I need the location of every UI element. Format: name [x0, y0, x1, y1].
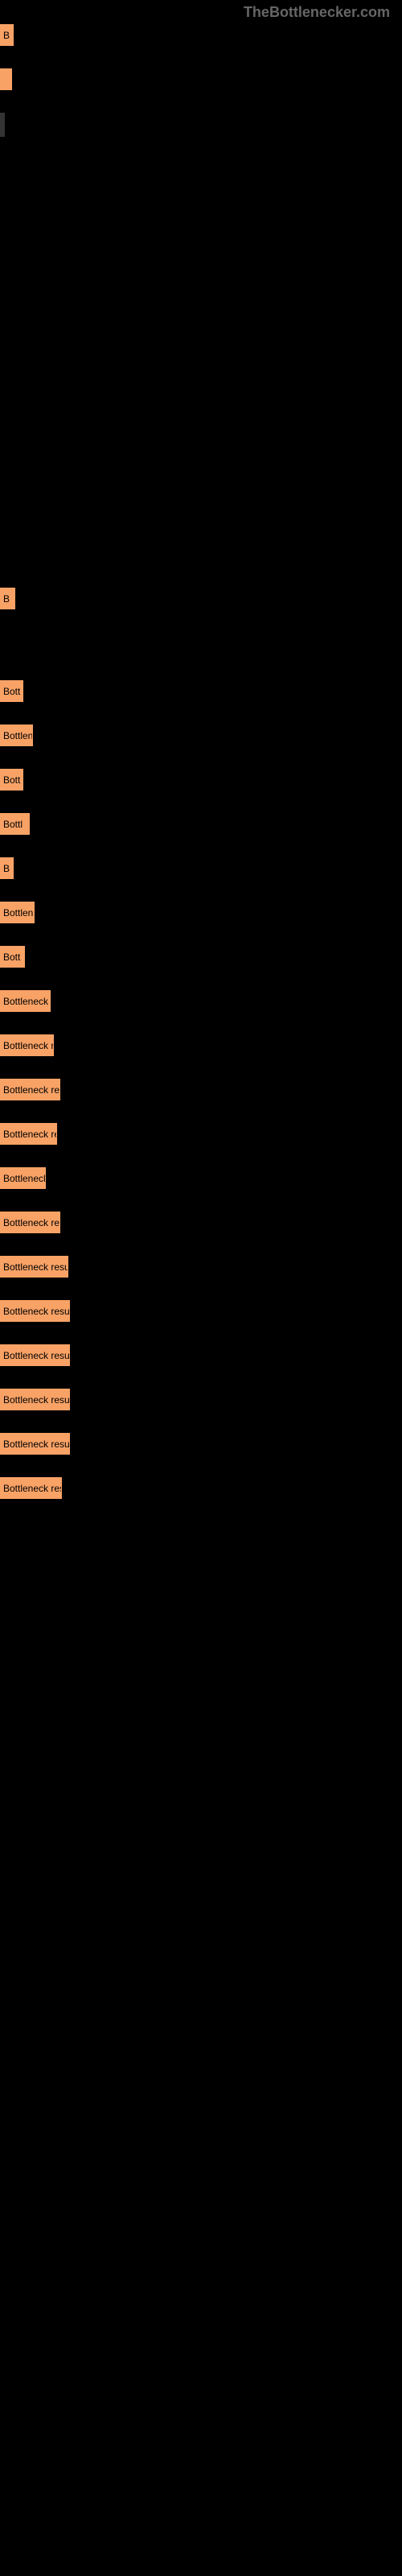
bar-1	[0, 68, 12, 90]
bar-row: Bott	[0, 769, 402, 789]
bar-row: Bottleneck result	[0, 1433, 402, 1453]
chart-content: B B Bott Bottlen Bott Bottl B Bottlen Bo…	[0, 0, 402, 1497]
bar-row: Bottleneck resu	[0, 1212, 402, 1232]
bar-row: Bottlen	[0, 902, 402, 922]
bar-3: B	[0, 588, 15, 609]
bar-4: Bott	[0, 680, 23, 702]
bar-row: Bottleneck	[0, 1167, 402, 1187]
separator	[0, 113, 5, 137]
bar-row: B	[0, 857, 402, 877]
bar-row: Bottleneck result	[0, 1256, 402, 1276]
spacer	[0, 632, 402, 680]
bar-row: Bottleneck result	[0, 1300, 402, 1320]
bar-10: Bott	[0, 946, 25, 968]
bar-14: Bottleneck res	[0, 1123, 57, 1145]
bar-row: Bott	[0, 680, 402, 700]
bar-17: Bottleneck result	[0, 1256, 68, 1278]
bar-row: Bottleneck res	[0, 1123, 402, 1143]
bar-row	[0, 68, 402, 89]
spacer	[0, 145, 402, 588]
bar-12: Bottleneck re	[0, 1034, 54, 1056]
bar-18: Bottleneck result	[0, 1300, 70, 1322]
bar-row: Bottleneck re	[0, 1034, 402, 1055]
bar-8: B	[0, 857, 14, 879]
bar-row: Bottleneck resu	[0, 1477, 402, 1497]
bar-6: Bott	[0, 769, 23, 791]
bar-9: Bottlen	[0, 902, 35, 923]
bar-22: Bottleneck resu	[0, 1477, 62, 1499]
bar-row: Bottl	[0, 813, 402, 833]
bar-row: B	[0, 24, 402, 44]
bar-row: Bottleneck result	[0, 1389, 402, 1409]
bar-21: Bottleneck result	[0, 1433, 70, 1455]
bar-15: Bottleneck	[0, 1167, 46, 1189]
bar-13: Bottleneck resu	[0, 1079, 60, 1100]
bar-row: Bottleneck r	[0, 990, 402, 1010]
bar-0: B	[0, 24, 14, 46]
bar-20: Bottleneck result	[0, 1389, 70, 1410]
bar-16: Bottleneck resu	[0, 1212, 60, 1233]
bar-row: Bottleneck resu	[0, 1079, 402, 1099]
bar-19: Bottleneck result	[0, 1344, 70, 1366]
bar-row: Bottleneck result	[0, 1344, 402, 1364]
bar-11: Bottleneck r	[0, 990, 51, 1012]
bar-5: Bottlen	[0, 724, 33, 746]
bar-row: B	[0, 588, 402, 608]
bar-row: Bott	[0, 946, 402, 966]
watermark-text: TheBottlenecker.com	[244, 4, 390, 21]
bar-7: Bottl	[0, 813, 30, 835]
bar-row: Bottlen	[0, 724, 402, 745]
